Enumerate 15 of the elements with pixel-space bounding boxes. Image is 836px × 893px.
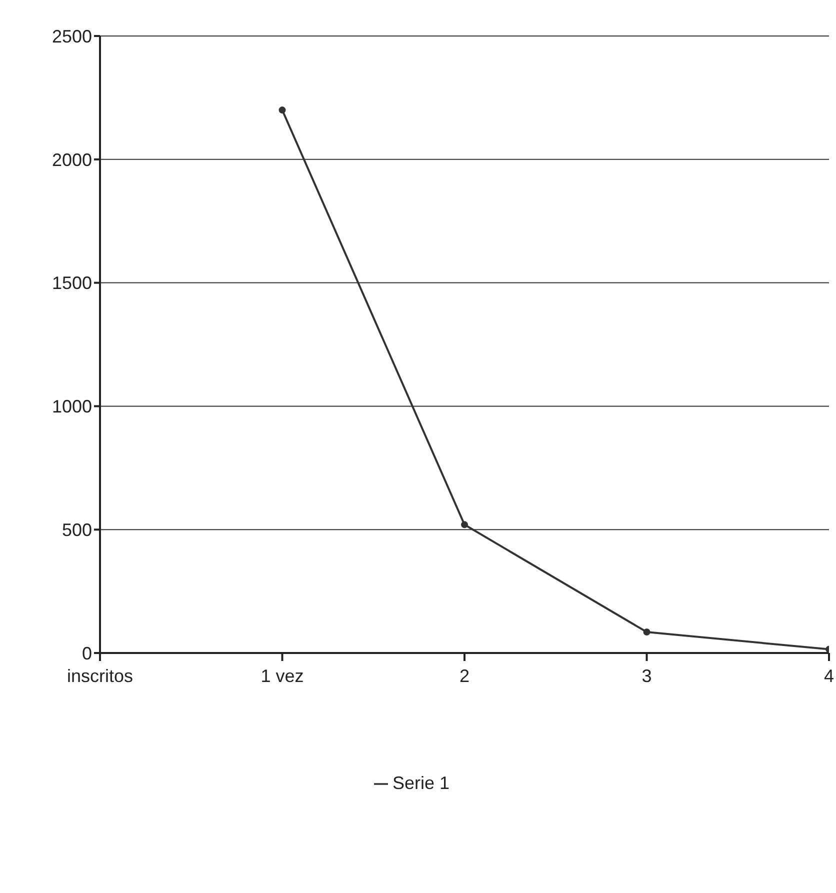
y-tick-label: 1500	[52, 273, 92, 294]
point	[461, 521, 468, 528]
point	[643, 628, 650, 636]
x-tick-label: 3	[642, 666, 652, 686]
y-tick-label: 500	[62, 520, 92, 540]
x-tick-label: inscritos	[66, 666, 134, 686]
point	[278, 106, 286, 114]
x-tick-label: 2	[459, 666, 470, 686]
y-tick-label: 1000	[52, 396, 92, 417]
y-tick-label: 2500	[52, 26, 92, 46]
y-tick-label: 2000	[52, 150, 92, 170]
legend-label: Serie 1	[392, 773, 450, 793]
x-tick-label: 4	[824, 666, 834, 686]
x-tick-label: 1 vez	[260, 666, 304, 686]
y-tick-label: 0	[82, 643, 92, 664]
